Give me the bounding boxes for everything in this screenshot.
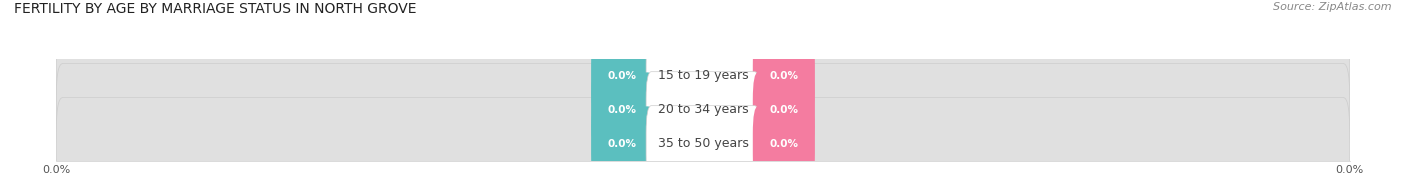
FancyBboxPatch shape	[647, 72, 759, 148]
Bar	[56, 59, 1350, 93]
FancyBboxPatch shape	[591, 106, 654, 181]
Text: 20 to 34 years: 20 to 34 years	[658, 103, 748, 116]
FancyBboxPatch shape	[56, 64, 1350, 156]
Text: 0.0%: 0.0%	[607, 105, 637, 115]
FancyBboxPatch shape	[752, 72, 815, 147]
FancyBboxPatch shape	[752, 38, 815, 113]
Text: 15 to 19 years: 15 to 19 years	[658, 69, 748, 82]
Text: 0.0%: 0.0%	[769, 139, 799, 149]
Text: 35 to 50 years: 35 to 50 years	[658, 137, 748, 150]
Text: 0.0%: 0.0%	[607, 139, 637, 149]
FancyBboxPatch shape	[591, 72, 654, 147]
FancyBboxPatch shape	[56, 98, 1350, 190]
FancyBboxPatch shape	[647, 38, 759, 114]
FancyBboxPatch shape	[56, 30, 1350, 122]
FancyBboxPatch shape	[647, 106, 759, 182]
Text: 0.0%: 0.0%	[769, 105, 799, 115]
Bar	[56, 127, 1350, 161]
FancyBboxPatch shape	[591, 38, 654, 113]
Text: 0.0%: 0.0%	[607, 71, 637, 81]
FancyBboxPatch shape	[752, 106, 815, 181]
Text: 0.0%: 0.0%	[769, 71, 799, 81]
Bar	[56, 93, 1350, 127]
Text: FERTILITY BY AGE BY MARRIAGE STATUS IN NORTH GROVE: FERTILITY BY AGE BY MARRIAGE STATUS IN N…	[14, 2, 416, 16]
Text: Source: ZipAtlas.com: Source: ZipAtlas.com	[1274, 2, 1392, 12]
